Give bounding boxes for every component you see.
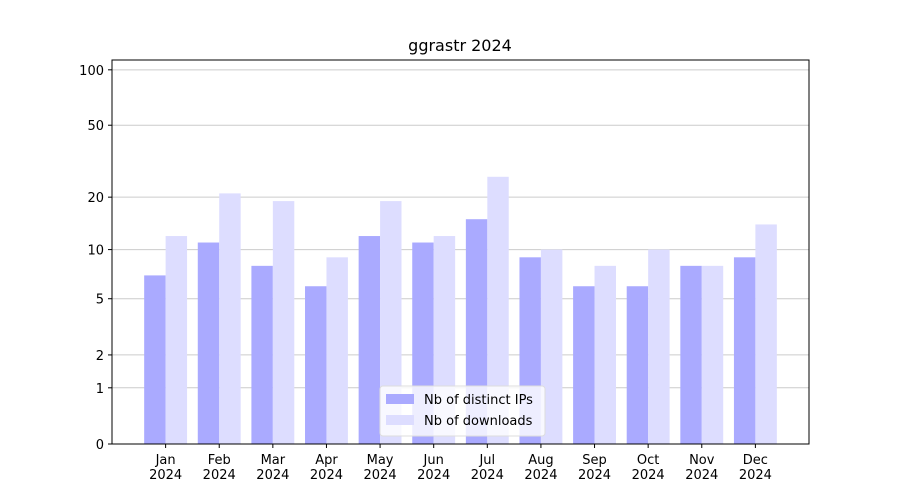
bar	[648, 249, 670, 444]
x-tick-label: Feb 2024	[202, 453, 236, 483]
bar	[197, 242, 220, 444]
legend-swatch	[386, 394, 414, 404]
y-tick-label: 100	[79, 64, 104, 79]
x-tick-label: Nov 2024	[685, 453, 719, 483]
x-tick-label: Dec 2024	[738, 453, 772, 483]
x-tick-label: Jun 2024	[417, 453, 451, 483]
y-tick-label: 0	[96, 438, 104, 453]
legend-label: Nb of downloads	[424, 414, 533, 429]
bar	[358, 236, 381, 444]
bar	[272, 201, 295, 444]
bar	[680, 265, 702, 444]
y-tick-label: 20	[87, 191, 104, 206]
legend-label: Nb of distinct IPs	[424, 393, 533, 408]
y-tick-label: 10	[87, 244, 104, 259]
x-tick-label: Jul 2024	[470, 453, 504, 483]
bar	[487, 176, 509, 444]
legend-box	[379, 385, 546, 437]
bar	[380, 201, 402, 444]
bar	[219, 193, 241, 444]
bar	[733, 257, 756, 444]
y-tick-label: 50	[87, 119, 104, 134]
bar	[701, 265, 724, 444]
x-tick-label: Jan 2024	[149, 453, 183, 483]
bar	[594, 265, 616, 444]
bar	[165, 236, 188, 444]
x-tick-label: Oct 2024	[631, 453, 665, 483]
x-tick-label: May 2024	[363, 453, 397, 483]
legend: Nb of distinct IPs Nb of downloads	[379, 385, 546, 437]
bar	[755, 224, 777, 444]
chart-title: ggrastr 2024	[408, 36, 512, 55]
legend-swatch	[386, 415, 414, 425]
bar	[251, 265, 273, 444]
bar	[626, 286, 649, 444]
x-tick-label: Mar 2024	[256, 453, 290, 483]
x-tick-label: Aug 2024	[524, 453, 558, 483]
bar	[573, 286, 595, 444]
y-tick-label: 2	[96, 349, 104, 364]
plot-frame	[111, 59, 810, 445]
x-tick-label: Apr 2024	[309, 453, 343, 483]
x-tick-label: Sep 2024	[577, 453, 612, 483]
bar	[305, 286, 327, 444]
bar	[326, 257, 348, 444]
y-tick-label: 1	[96, 382, 104, 397]
bar	[540, 249, 563, 444]
y-tick-label: 5	[96, 293, 104, 308]
bar	[144, 275, 166, 444]
